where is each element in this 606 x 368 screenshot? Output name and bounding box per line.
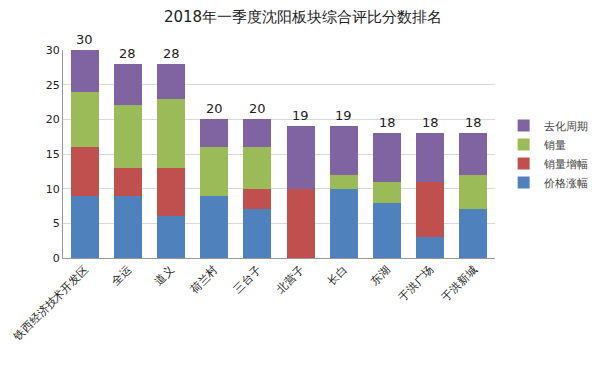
svg-text:荷兰村: 荷兰村 (188, 264, 221, 297)
svg-text:三台子: 三台子 (231, 264, 264, 297)
svg-text:北营子: 北营子 (274, 264, 307, 297)
svg-text:于洪新城: 于洪新城 (439, 264, 479, 304)
svg-text:长白: 长白 (325, 264, 350, 289)
svg-text:销量增幅: 销量增幅 (543, 158, 588, 171)
svg-text:30: 30 (76, 32, 93, 47)
svg-text:销量: 销量 (543, 139, 566, 152)
svg-text:30: 30 (46, 44, 60, 57)
svg-text:15: 15 (46, 148, 60, 161)
svg-text:28: 28 (163, 46, 180, 61)
svg-text:18: 18 (422, 115, 439, 130)
svg-text:10: 10 (46, 183, 60, 196)
svg-text:价格涨幅: 价格涨幅 (543, 177, 588, 190)
svg-text:于洪广场: 于洪广场 (396, 264, 436, 304)
svg-text:28: 28 (119, 46, 136, 61)
svg-text:19: 19 (292, 108, 309, 123)
svg-text:去化周期: 去化周期 (544, 120, 588, 133)
svg-text:18: 18 (379, 115, 396, 130)
svg-text:19: 19 (335, 108, 352, 123)
svg-text:2018年一季度沈阳板块综合评比分数排名: 2018年一季度沈阳板块综合评比分数排名 (164, 8, 442, 26)
svg-text:铁西经济技术开发区: 铁西经济技术开发区 (11, 264, 91, 344)
svg-text:18: 18 (465, 115, 482, 130)
svg-text:20: 20 (206, 101, 223, 116)
svg-text:5: 5 (53, 217, 60, 230)
svg-text:全运: 全运 (109, 264, 134, 289)
svg-text:20: 20 (249, 101, 266, 116)
svg-text:25: 25 (46, 79, 60, 92)
svg-text:0: 0 (53, 252, 60, 265)
svg-text:20: 20 (46, 113, 60, 126)
svg-text:道义: 道义 (152, 264, 177, 289)
svg-text:东湖: 东湖 (368, 264, 393, 289)
